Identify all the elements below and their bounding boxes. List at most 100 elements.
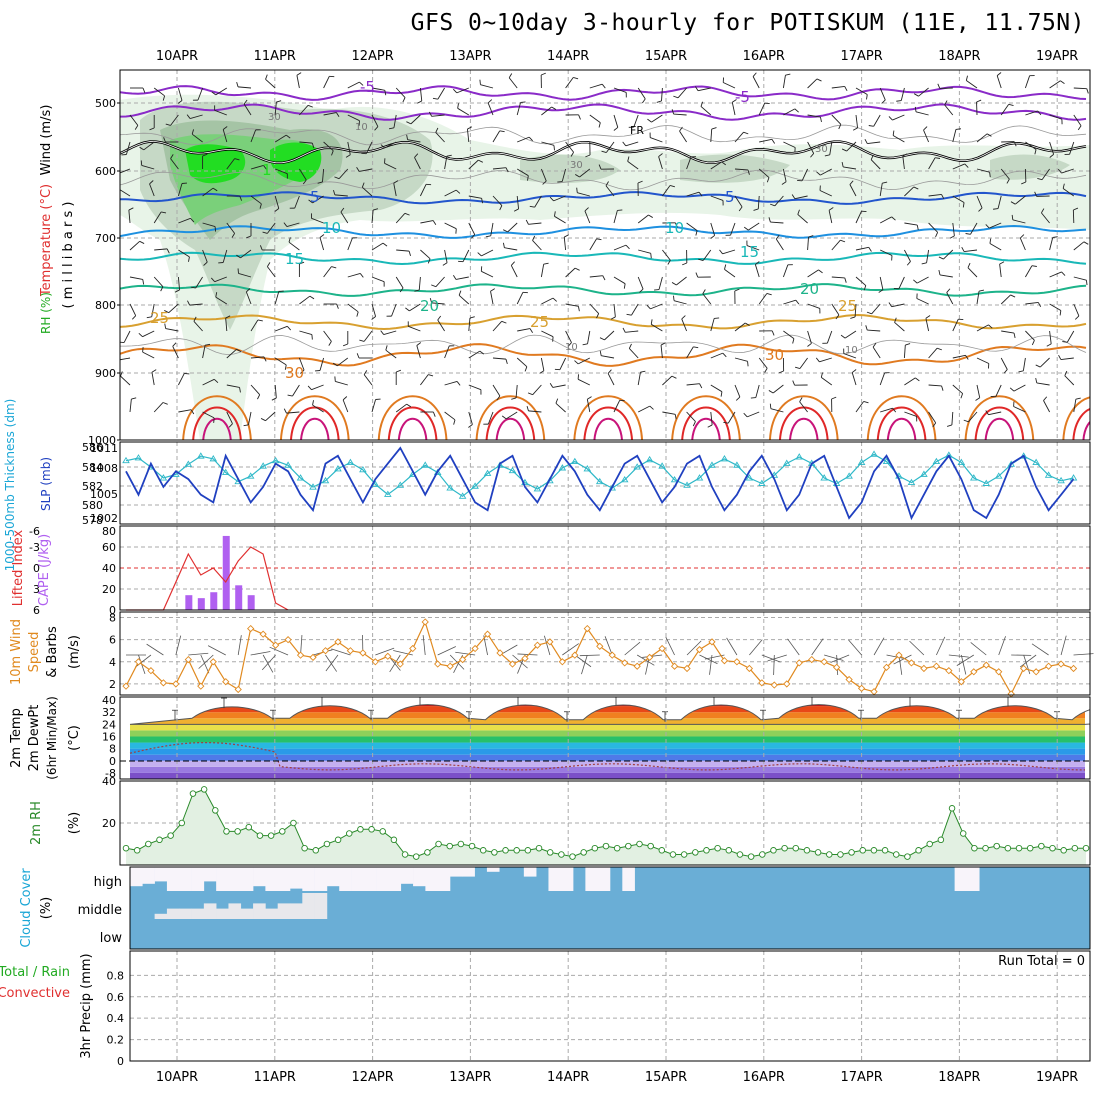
wind-barb-flag <box>243 99 248 105</box>
rh-band-bright <box>185 142 322 184</box>
wind-barb-staff <box>193 321 203 332</box>
wind-barb-flag <box>205 343 211 346</box>
wind-barb-flag <box>371 316 376 320</box>
wind-barb-staff <box>797 214 808 224</box>
rh-marker <box>513 847 520 854</box>
wind-barb-staff <box>627 160 639 170</box>
wind-barb-flag <box>964 163 969 168</box>
rh-marker <box>959 830 967 837</box>
wind-barb-staff <box>334 194 348 197</box>
rh-marker <box>1060 847 1067 854</box>
wind-barb-staff <box>923 129 930 143</box>
wind-barb-staff <box>420 374 429 386</box>
wind-barb-staff <box>807 330 812 344</box>
wind-barb-flag <box>328 341 332 346</box>
wind-barb-staff <box>565 141 574 153</box>
wind-barb-staff <box>651 114 663 123</box>
wind-marker <box>633 662 641 670</box>
wind-barb-flag <box>188 256 190 262</box>
cloud-panel: high middle low <box>78 867 1090 949</box>
temp2m-curve <box>129 704 1090 725</box>
wind10-barb <box>188 652 209 656</box>
wind-marker <box>234 685 242 694</box>
isotherm-label: 25 <box>150 309 169 327</box>
wind-barb-flag <box>513 208 519 212</box>
wind-barb-staff <box>528 410 542 413</box>
wind-barb-flag <box>649 405 654 410</box>
wind-barb-flag <box>896 100 902 102</box>
wind-barb-flag <box>340 207 345 213</box>
wind-barb-flag <box>142 87 146 93</box>
wind-barb-staff <box>409 303 421 312</box>
wind-barb-flag <box>916 224 919 231</box>
wind-barb-flag <box>946 288 951 293</box>
wind-barb-flag <box>311 143 315 149</box>
wind-barb-staff <box>444 222 457 230</box>
wind-barb-staff <box>918 87 929 97</box>
wind-barb-staff <box>323 76 330 89</box>
wind10-barb <box>787 638 800 656</box>
wind-barb-staff <box>783 330 795 340</box>
wind-barb-staff <box>419 184 427 197</box>
wind-barb-staff <box>867 329 881 332</box>
wind-barb-staff <box>492 130 501 143</box>
wind-barb-flag <box>570 152 574 157</box>
wind10-barb <box>909 640 925 656</box>
wind-marker <box>758 679 766 687</box>
wind-barb-flag <box>613 127 619 131</box>
wind-barb-staff <box>966 80 978 89</box>
wind-barb-staff <box>362 186 373 197</box>
wind-barb-staff <box>437 319 445 332</box>
wind-barb-staff <box>340 211 349 224</box>
wind-barb-staff <box>1041 212 1050 224</box>
wind-barb-staff <box>730 222 736 236</box>
thickness-marker <box>957 458 966 465</box>
wind-marker <box>521 654 529 663</box>
wind-barb-flag <box>499 130 505 133</box>
wind-barb-flag <box>607 369 612 374</box>
wind-barb-flag <box>356 311 359 317</box>
high-cloud-bar <box>425 867 438 891</box>
freezing-level-label: FR <box>630 124 644 137</box>
isotherm-label: 20 <box>420 297 439 315</box>
isotherm-label: 5 <box>310 188 320 206</box>
wind-marker <box>596 642 604 650</box>
label-wind10-b: Speed <box>27 632 42 673</box>
wind-barb-staff <box>879 276 884 290</box>
wind-barb-staff <box>274 357 287 366</box>
isotherm-label: 25 <box>838 297 857 315</box>
wind-barb-flag <box>162 95 166 101</box>
wind-barb-flag <box>317 181 323 184</box>
wind-barb-flag <box>271 397 277 401</box>
wind-barb-staff <box>710 411 713 425</box>
wind-barb-flag <box>693 346 699 349</box>
wind-barb-flag <box>1074 315 1080 320</box>
wind-barb-staff <box>782 75 786 89</box>
rh-marker <box>870 847 878 854</box>
wind-barb-staff <box>177 87 183 101</box>
wind-barb-flag <box>308 199 313 204</box>
rh-marker <box>435 840 442 848</box>
high-cloud-bar <box>253 867 266 887</box>
wind-barb-flag <box>988 324 993 329</box>
thickness-marker <box>620 475 629 483</box>
wind-barb-staff <box>686 222 698 232</box>
wind-barb-staff <box>1019 237 1026 251</box>
surface-heat-contour <box>681 406 731 440</box>
wind-barb-staff <box>419 87 423 101</box>
wind-axis: 2 4 6 8 <box>109 612 116 691</box>
wind-barb-flag <box>1083 241 1089 245</box>
wind-barb-staff <box>363 374 373 386</box>
wind-barb-flag <box>307 385 312 390</box>
wind-barb-flag <box>824 154 830 157</box>
wind-marker <box>745 664 754 673</box>
wind10-barb <box>604 636 613 656</box>
y-tick-label: 900 <box>95 367 116 380</box>
rh-marker <box>491 849 498 856</box>
thickness-marker <box>670 475 679 483</box>
wind10-barb <box>956 654 975 666</box>
wind-barb-flag <box>302 179 307 185</box>
wind-barb-staff <box>534 195 542 208</box>
wind10-barb <box>146 643 164 656</box>
wind-barb-flag <box>574 360 579 365</box>
